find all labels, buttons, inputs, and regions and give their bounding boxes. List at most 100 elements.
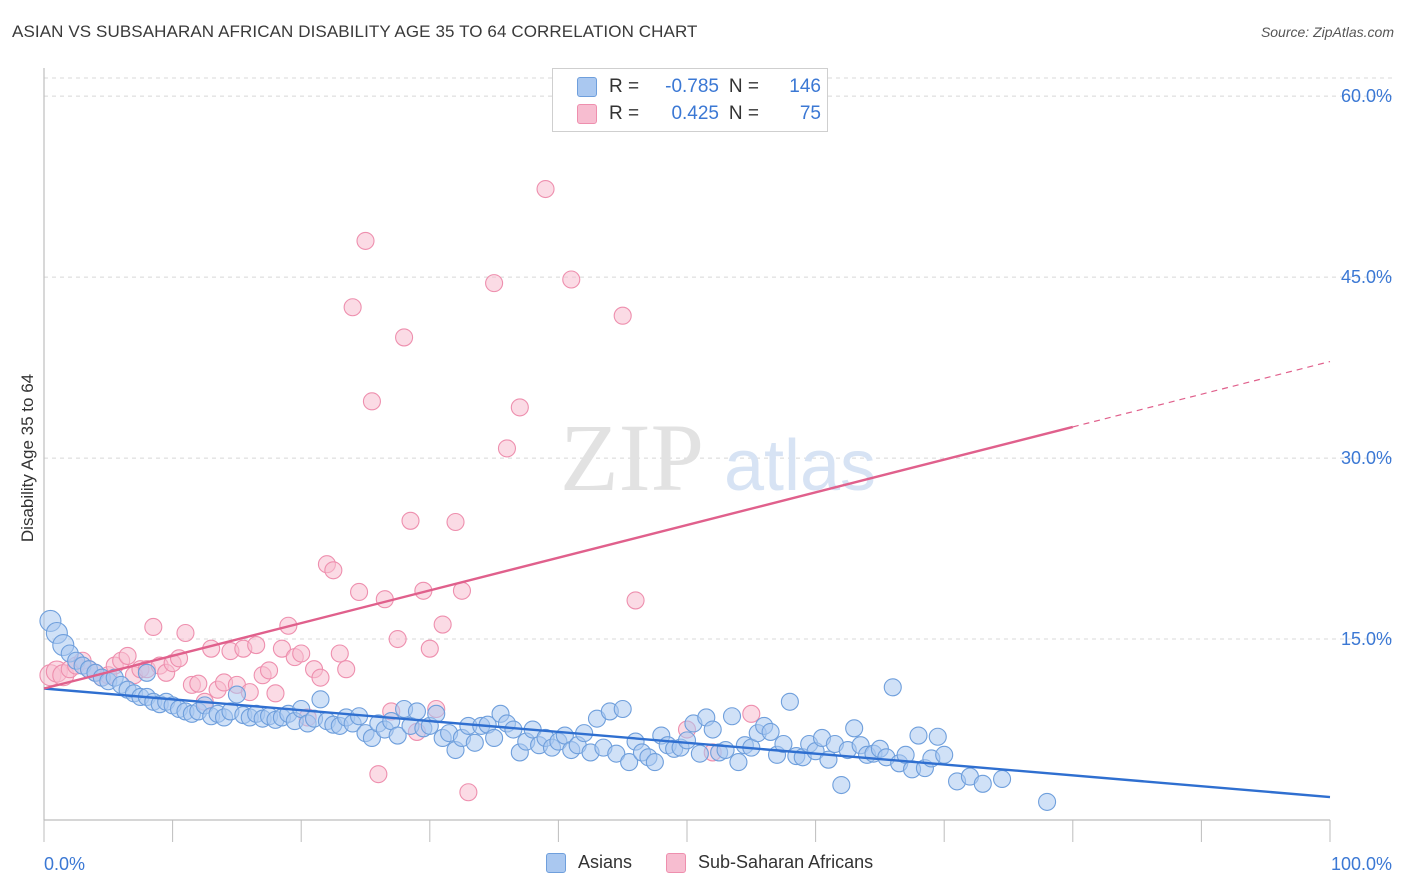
watermark-atlas: atlas: [724, 426, 876, 506]
african-point: [350, 582, 369, 602]
african-point: [189, 674, 208, 693]
african-point: [742, 704, 761, 723]
asian-point: [620, 753, 639, 772]
asian-point: [761, 722, 780, 741]
african-point: [459, 783, 478, 802]
african-point: [362, 392, 381, 411]
african-point: [485, 274, 504, 293]
asian-point: [613, 699, 632, 719]
legend-row-africans: R = 0.425 N = 75: [577, 101, 821, 127]
trend-line-africans: [43, 425, 1074, 690]
african-point: [356, 231, 375, 250]
african-point: [420, 639, 439, 658]
y-tick-label: 30.0%: [1341, 448, 1392, 468]
african-point: [144, 617, 163, 637]
legend-label-africans: Sub-Saharan Africans: [698, 852, 874, 872]
legend-r-value: -0.785: [665, 76, 719, 97]
legend-swatch-africans: [577, 104, 597, 124]
asian-point: [645, 753, 664, 772]
tick-labels: 15.0% 30.0% 45.0% 60.0% 0.0% 100.0%: [44, 86, 1392, 874]
african-point: [369, 765, 388, 784]
african-point: [446, 512, 465, 532]
trend-line-asians: [43, 687, 1331, 799]
asian-point: [690, 744, 709, 763]
asian-point: [832, 775, 851, 795]
asian-point: [465, 733, 484, 752]
african-point: [330, 644, 349, 663]
asian-point: [935, 745, 954, 764]
african-point: [613, 306, 632, 325]
legend-r-value: 0.425: [671, 103, 719, 124]
african-point: [247, 636, 266, 655]
african-point: [176, 623, 195, 643]
legend-row-asians: R = -0.785 N = 146: [577, 74, 821, 100]
asian-point: [407, 702, 426, 721]
watermark-zip: ZIP: [560, 404, 704, 511]
african-point: [266, 684, 285, 703]
y-tick-label: 15.0%: [1341, 629, 1392, 649]
asian-point: [780, 692, 799, 711]
trend-lines: [43, 360, 1331, 799]
asian-point: [928, 727, 947, 746]
african-point: [497, 439, 517, 458]
grid-lines: [44, 77, 1392, 640]
legend-r-label: R =: [609, 76, 640, 97]
african-point: [433, 615, 452, 634]
series-asian-points: [39, 609, 1057, 811]
asian-point: [993, 769, 1012, 789]
legend-n-label: N =: [728, 76, 759, 97]
correlation-legend: R = -0.785 N = 146 R = 0.425 N = 75: [552, 68, 828, 132]
african-point: [118, 646, 137, 665]
african-point: [401, 511, 420, 530]
african-point: [626, 591, 645, 610]
source-label: Source: ZipAtlas.com: [1260, 24, 1394, 40]
african-point: [388, 629, 407, 649]
african-point: [510, 398, 529, 417]
asian-point: [607, 744, 626, 763]
asian-point: [716, 740, 735, 760]
x-tick-label-left: 0.0%: [44, 854, 85, 874]
asian-point: [677, 731, 697, 750]
legend-label-asians: Asians: [578, 852, 633, 872]
legend-item-asians: Asians: [546, 852, 632, 873]
legend-swatch-africans: [666, 852, 687, 873]
asian-point: [485, 728, 504, 748]
asian-point: [973, 774, 992, 793]
legend-swatch-asians: [546, 852, 566, 873]
asian-point: [722, 707, 742, 726]
african-point: [324, 561, 343, 580]
asian-point: [729, 753, 748, 772]
chart-title: ASIAN VS SUBSAHARAN AFRICAN DISABILITY A…: [12, 22, 698, 41]
watermark: ZIP atlas: [560, 404, 876, 511]
asian-point: [137, 663, 156, 682]
asian-point: [774, 734, 793, 754]
asian-point: [845, 719, 864, 738]
y-axis-title: Disability Age 35 to 64: [18, 373, 37, 543]
legend-swatch-asians: [577, 77, 597, 97]
trend-line-africans-projection: [1072, 360, 1331, 428]
asian-point: [703, 720, 722, 739]
legend-n-value: 146: [789, 76, 821, 97]
series-legend: Asians Sub-Saharan Africans: [546, 852, 907, 873]
african-point: [562, 270, 581, 289]
asian-point: [1038, 792, 1057, 811]
african-point: [337, 660, 356, 679]
x-tick-label-right: 100.0%: [1331, 854, 1392, 874]
asian-point: [427, 704, 446, 723]
african-point: [343, 298, 362, 317]
african-point: [272, 639, 291, 658]
asian-point: [311, 690, 330, 709]
legend-r-label: R =: [609, 103, 640, 124]
legend-n-label: N =: [728, 103, 759, 124]
legend-item-africans: Sub-Saharan Africans: [666, 852, 873, 873]
african-point: [259, 661, 279, 680]
asian-point: [909, 726, 928, 745]
axes: [43, 68, 1331, 842]
legend-n-value: 75: [799, 103, 821, 124]
y-tick-label: 45.0%: [1341, 267, 1392, 287]
african-point: [292, 644, 311, 663]
african-point: [395, 328, 414, 347]
y-tick-label: 60.0%: [1341, 86, 1392, 106]
african-point: [311, 668, 330, 687]
